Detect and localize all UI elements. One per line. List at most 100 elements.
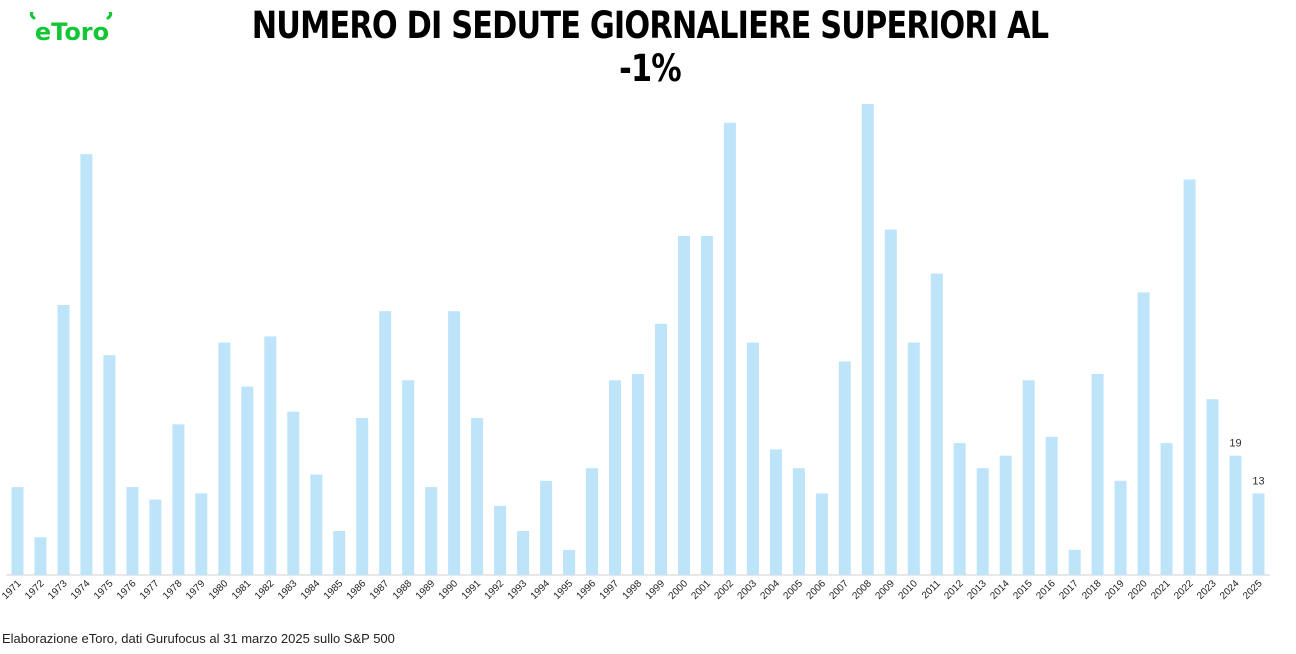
bar-2011	[930, 273, 943, 575]
x-tick-label: 2003	[736, 578, 760, 602]
x-tick-label: 1996	[575, 578, 599, 602]
bar-1984	[310, 474, 323, 575]
x-tick-label: 2001	[690, 578, 714, 602]
bar-1975	[103, 355, 116, 575]
bar-2003	[746, 342, 759, 575]
bar-2020	[1137, 292, 1150, 575]
bar-2006	[815, 493, 828, 575]
x-tick-label: 2002	[713, 578, 737, 602]
x-tick-label: 2009	[873, 578, 897, 602]
x-tick-label: 1992	[483, 578, 507, 602]
bar-2024	[1229, 455, 1242, 575]
x-tick-label: 1999	[644, 578, 668, 602]
x-tick-label: 2023	[1195, 578, 1219, 602]
x-tick-label: 1993	[506, 578, 530, 602]
x-tick-label: 1981	[230, 578, 254, 602]
bar-1993	[517, 531, 530, 575]
x-tick-label: 1988	[391, 578, 415, 602]
x-tick-label: 1972	[23, 578, 47, 602]
x-tick-label: 2024	[1218, 578, 1242, 602]
bar-2023	[1206, 399, 1219, 575]
bar-1997	[609, 380, 621, 575]
bar-1982	[264, 336, 277, 575]
x-tick-label: 2015	[1011, 578, 1035, 602]
bar-1999	[655, 323, 667, 575]
x-tick-label: 1998	[621, 578, 645, 602]
bar-2025	[1252, 493, 1265, 575]
bar-2015	[1022, 380, 1035, 575]
x-tick-label: 1979	[184, 578, 208, 602]
x-tick-label: 2018	[1080, 578, 1104, 602]
x-tick-label: 2004	[759, 578, 783, 602]
bar-1988	[402, 380, 415, 575]
bar-1976	[126, 487, 139, 575]
bar-2010	[907, 342, 920, 575]
bar-2008	[861, 104, 874, 575]
x-tick-label: 1973	[46, 578, 70, 602]
bar-2014	[999, 455, 1012, 575]
x-tick-label: 2025	[1241, 578, 1265, 602]
bars-group	[11, 104, 1265, 576]
x-tick-label: 2016	[1034, 578, 1058, 602]
x-tick-label: 2005	[782, 578, 806, 602]
x-tick-label: 1995	[552, 578, 576, 602]
bar-1998	[632, 374, 644, 575]
bar-2016	[1045, 436, 1058, 575]
bar-2018	[1091, 374, 1104, 575]
bar-1986	[356, 418, 369, 575]
data-label-2025: 13	[1252, 475, 1264, 487]
x-tick-label: 2022	[1172, 578, 1196, 602]
bar-2013	[976, 468, 989, 575]
source-note: Elaborazione eToro, dati Gurufocus al 31…	[2, 631, 395, 646]
x-tick-label: 2000	[667, 578, 691, 602]
x-tick-labels: 1971 1972 1973 1974 1975 1976 1977 1978 1979 1980…	[0, 578, 1265, 602]
x-tick-label: 1976	[115, 578, 139, 602]
bar-1971	[11, 487, 24, 575]
bar-1996	[586, 468, 598, 575]
bar-1985	[333, 531, 346, 575]
bar-1973	[57, 305, 70, 575]
x-tick-label: 2007	[827, 578, 851, 602]
x-tick-label: 1987	[368, 578, 392, 602]
x-tick-label: 2017	[1057, 578, 1081, 602]
data-label-2024: 19	[1229, 438, 1241, 450]
bar-1994	[540, 480, 553, 575]
x-tick-label: 2011	[920, 578, 943, 601]
x-tick-label: 1989	[414, 578, 438, 602]
bar-1989	[425, 487, 438, 575]
bar-2019	[1114, 480, 1127, 575]
bar-2005	[792, 468, 805, 575]
x-tick-label: 1971	[0, 578, 24, 602]
x-tick-label: 1997	[598, 578, 622, 602]
bar-1974	[80, 154, 93, 575]
bar-2017	[1068, 549, 1081, 575]
bar-2009	[884, 229, 897, 575]
x-tick-label: 2019	[1103, 578, 1127, 602]
x-tick-label: 2008	[850, 578, 874, 602]
x-tick-label: 1983	[276, 578, 300, 602]
bar-1978	[172, 424, 185, 575]
etoro-logo: eToro	[29, 10, 114, 46]
bar-2002	[723, 122, 736, 576]
bar-1992	[494, 505, 507, 575]
x-tick-label: 2021	[1149, 578, 1173, 602]
bar-1983	[287, 411, 300, 575]
x-tick-label: 2012	[942, 578, 966, 602]
x-tick-label: 1974	[69, 578, 93, 602]
bar-1979	[195, 493, 208, 575]
x-tick-label: 1994	[529, 578, 553, 602]
bar-chart: 1971 1972 1973 1974 1975 1976 1977 1978 1979 1980…	[0, 104, 1270, 602]
x-tick-label: 2020	[1126, 578, 1150, 602]
bar-2022	[1183, 179, 1196, 575]
bar-2001	[700, 235, 713, 575]
bar-1990	[448, 311, 461, 575]
x-tick-label: 1975	[92, 578, 116, 602]
bar-1987	[379, 311, 392, 575]
chart-title: NUMERO DI SEDUTE GIORNALIERE SUPERIORI A…	[251, 4, 1049, 90]
x-tick-label: 1984	[299, 578, 323, 602]
bar-2007	[838, 361, 851, 575]
logo-text: eToro	[35, 18, 109, 46]
bar-2012	[953, 443, 966, 575]
x-tick-label: 1978	[161, 578, 185, 602]
